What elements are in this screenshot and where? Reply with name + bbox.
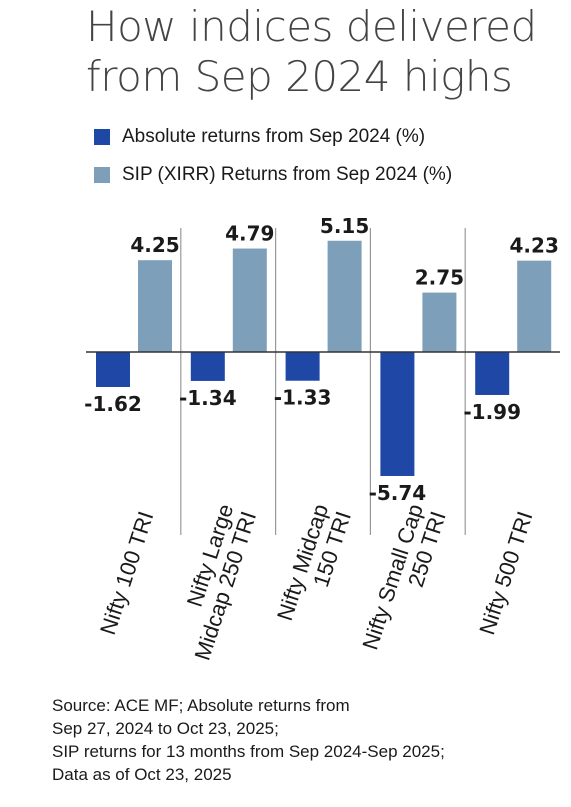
legend-label-sip: SIP (XIRR) Returns from Sep 2024 (%) [122,164,453,185]
source-line-2: Sep 27, 2024 to Oct 23, 2025; [52,719,279,738]
bar-absolute-0 [96,352,130,387]
chart-title-line-1: How indices delivered [86,2,537,51]
data-label-sip-1: 4.79 [225,222,274,246]
legend-item-sip: SIP (XIRR) Returns from Sep 2024 (%) [86,156,452,194]
bar-absolute-2 [285,352,320,381]
chart-title: How indices delivered from Sep 2024 high… [86,2,566,102]
category-label-line: Nifty 500 TRI [474,508,537,637]
bar-absolute-1 [190,352,225,381]
bar-sip-3 [422,292,457,352]
source-note: Source: ACE MF; Absolute returns from Se… [52,694,445,786]
bar-sip-0 [138,260,172,352]
bar-sip-2 [327,240,362,352]
source-line-1: Source: ACE MF; Absolute returns from [52,696,350,715]
bar-absolute-4 [475,352,510,395]
data-label-absolute-2: -1.33 [274,386,332,410]
data-label-sip-3: 2.75 [415,266,464,290]
category-label-0: Nifty 100 TRI [95,508,158,637]
bar-sip-4 [517,260,552,352]
category-label-4: Nifty 500 TRI [474,508,537,637]
legend-item-absolute: Absolute returns from Sep 2024 (%) [86,118,452,156]
data-label-absolute-3: -5.74 [369,481,427,505]
data-label-absolute-0: -1.62 [84,392,142,416]
chart-legend: Absolute returns from Sep 2024 (%) SIP (… [86,118,452,194]
bar-absolute-3 [380,352,415,476]
legend-swatch-sip [94,167,110,183]
data-label-sip-2: 5.15 [320,214,369,238]
category-label-line: Nifty 100 TRI [95,508,158,637]
legend-swatch-absolute [94,129,110,145]
chart-title-line-2: from Sep 2024 highs [86,52,513,101]
bar-sip-1 [232,248,267,352]
source-line-3: SIP returns for 13 months from Sep 2024-… [52,742,445,761]
data-label-sip-4: 4.23 [510,234,559,258]
legend-label-absolute: Absolute returns from Sep 2024 (%) [122,126,426,147]
data-label-absolute-1: -1.34 [179,386,237,410]
data-label-sip-0: 4.25 [130,233,179,257]
data-label-absolute-4: -1.99 [463,400,521,424]
source-line-4: Data as of Oct 23, 2025 [52,765,232,784]
